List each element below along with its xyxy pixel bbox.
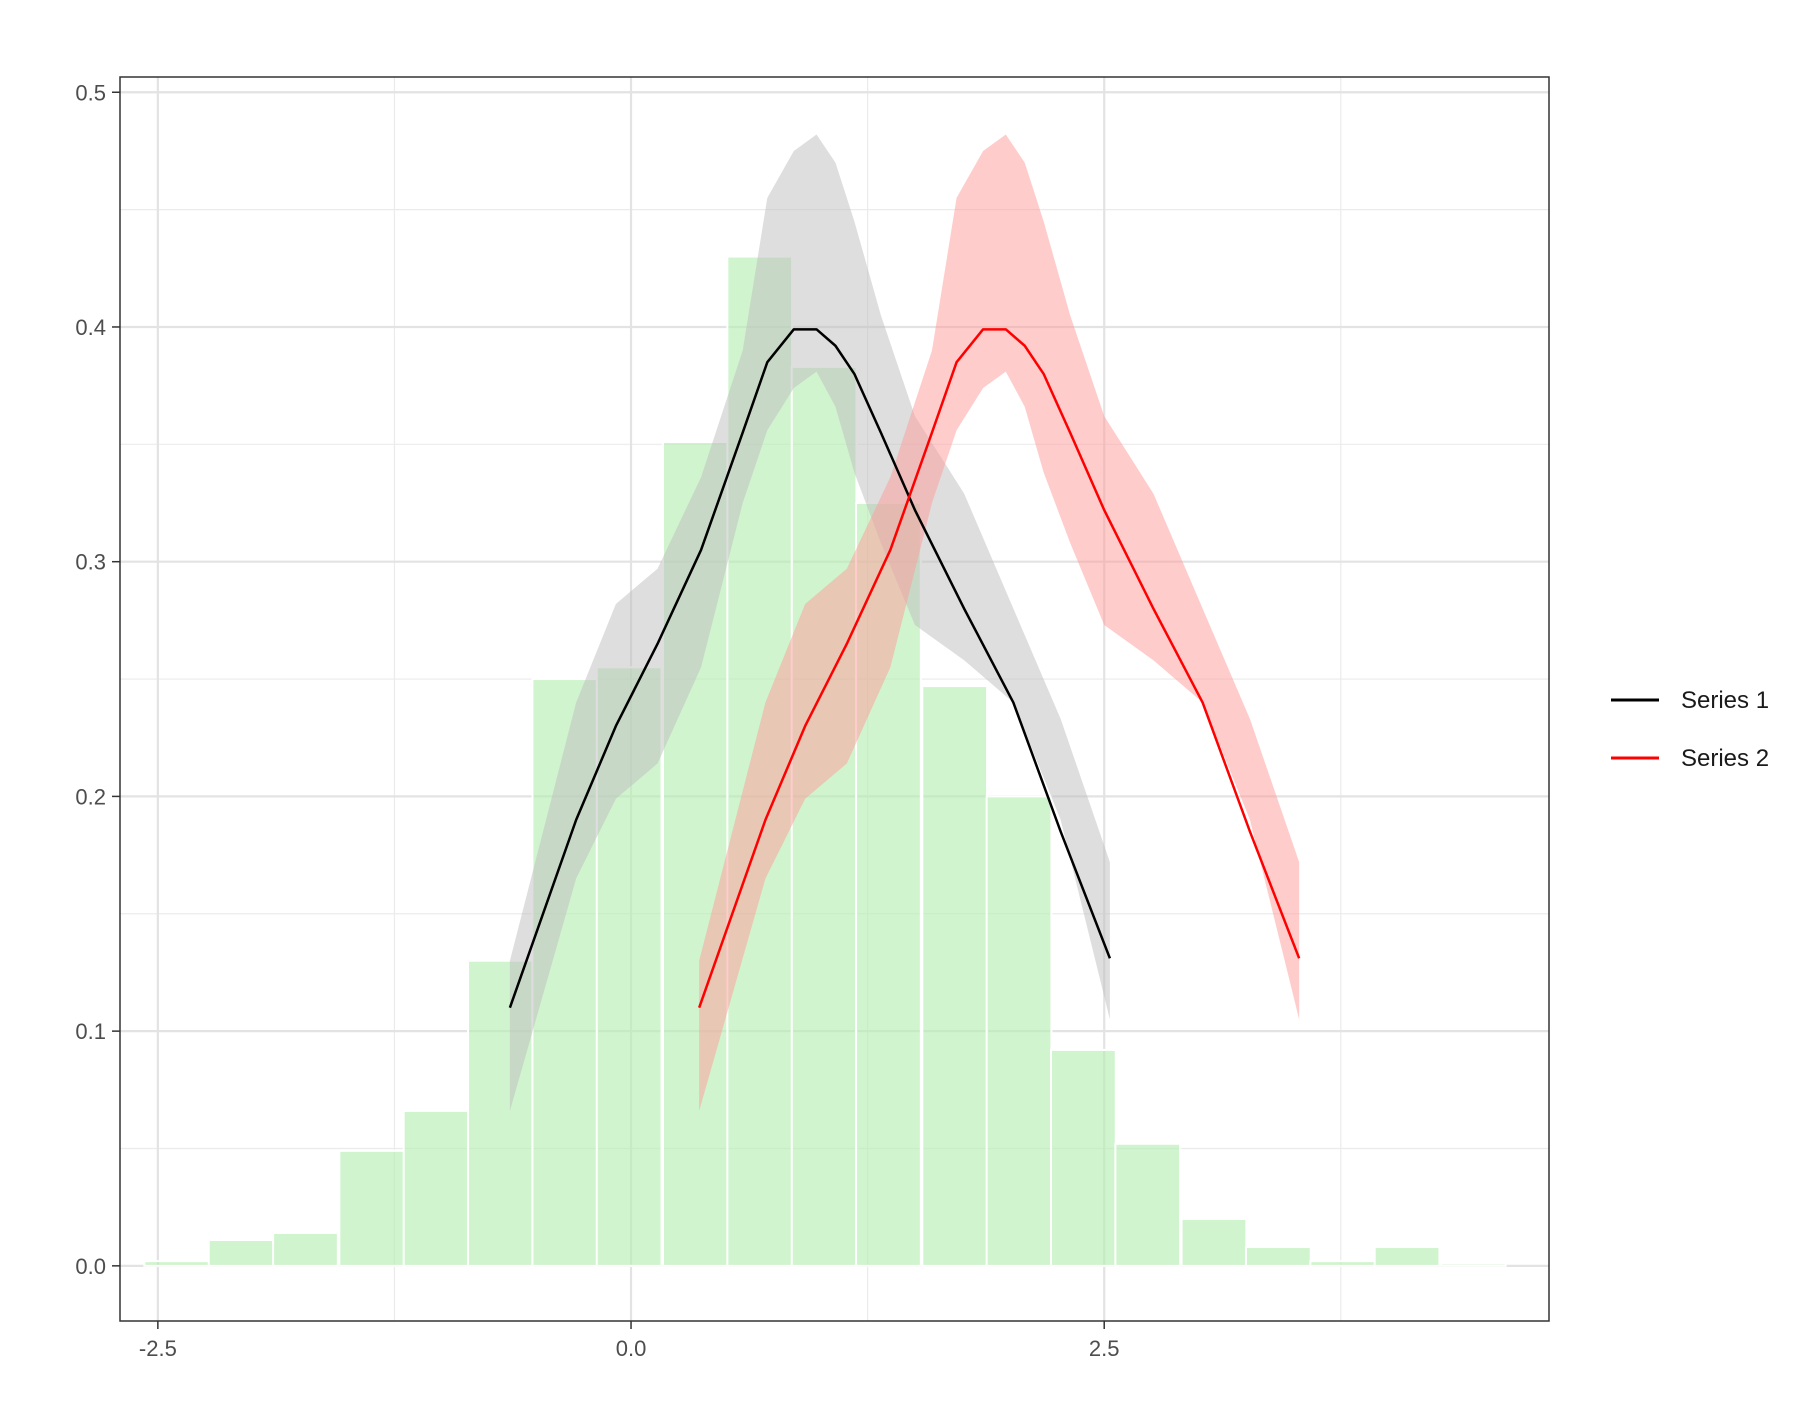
histogram-bar	[1373, 1246, 1441, 1267]
histogram-bar	[790, 365, 858, 1267]
legend: Series 1 Series 2	[1611, 687, 1769, 772]
histogram-bar	[207, 1239, 275, 1267]
histogram-bar	[143, 1260, 211, 1267]
x-tick-label: 0.0	[616, 1336, 647, 1361]
x-axis-tick-labels: -2.5 0.0 2.5	[139, 1336, 1120, 1361]
series-lines	[508, 328, 1301, 1009]
legend-label-series-2: Series 2	[1681, 745, 1769, 772]
histogram-bar	[1114, 1142, 1182, 1267]
y-tick-label: 0.2	[75, 784, 106, 809]
x-tick-label: -2.5	[139, 1336, 177, 1361]
y-tick-label: 0.3	[75, 550, 106, 575]
histogram-bar	[1439, 1262, 1507, 1267]
series-1-line	[508, 328, 1112, 1009]
legend-label-series-1: Series 1	[1681, 687, 1769, 714]
panel-border	[119, 76, 1550, 1322]
histogram-bar	[1050, 1048, 1117, 1267]
histogram-bar	[338, 1149, 406, 1267]
histogram-bar	[1180, 1217, 1248, 1267]
histogram-bar	[921, 685, 989, 1267]
series-2-line	[697, 328, 1301, 1009]
y-tick-label: 0.5	[75, 80, 106, 105]
x-tick-label: 2.5	[1089, 1336, 1120, 1361]
y-tick-label: 0.1	[75, 1019, 106, 1044]
y-tick-label: 0.0	[75, 1254, 106, 1279]
y-axis-tick-labels: 0.0 0.1 0.2 0.3 0.4 0.5	[75, 80, 106, 1279]
histogram-bar	[402, 1109, 470, 1267]
y-tick-label: 0.4	[75, 315, 106, 340]
histogram-bar	[1244, 1246, 1312, 1267]
histogram-bar	[1309, 1260, 1377, 1267]
histogram-bar	[985, 795, 1053, 1267]
histogram-bar	[272, 1231, 339, 1267]
axis-ticks	[112, 91, 1105, 1329]
